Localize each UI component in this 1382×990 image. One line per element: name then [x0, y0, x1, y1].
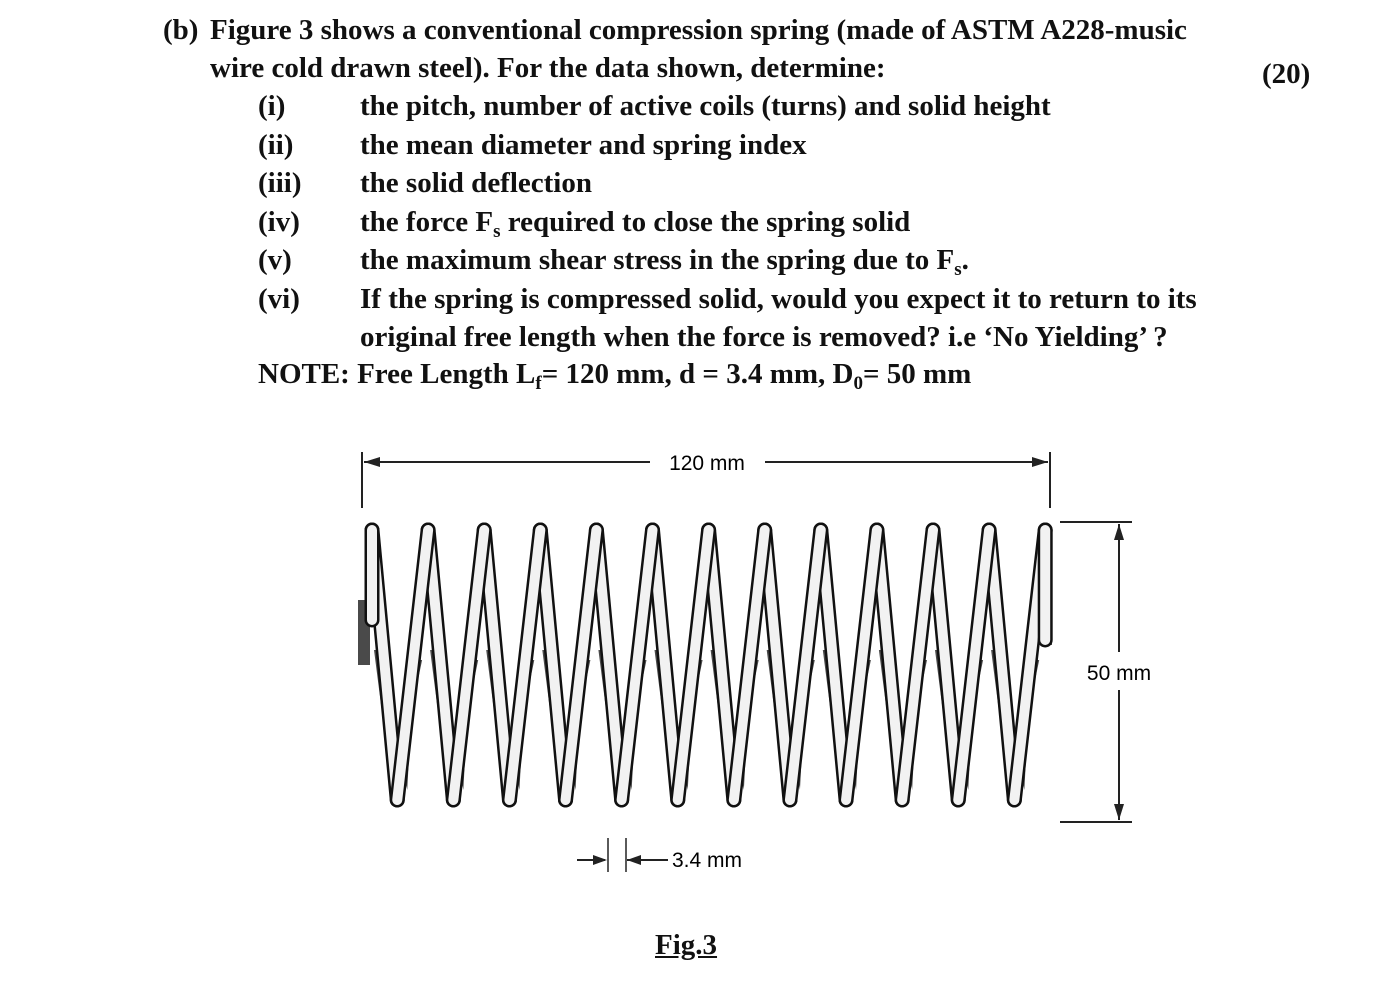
item-text: the solid deflection — [360, 166, 592, 200]
coil-wire — [841, 525, 882, 805]
item-text: If the spring is compressed solid, would… — [360, 282, 1197, 316]
text-run: . — [961, 244, 969, 276]
item-label: (vi) — [258, 282, 300, 315]
item-label: (i) — [258, 90, 286, 122]
item-text: the mean diameter and spring index — [360, 128, 807, 162]
diameter-label: 50 mm — [1087, 662, 1151, 685]
coil-wire — [560, 525, 602, 805]
coil-wire — [728, 525, 770, 805]
arrow-head — [1114, 804, 1124, 820]
coil-wire — [504, 525, 546, 805]
text-run: the solid deflection — [360, 167, 592, 199]
length-label: 120 mm — [669, 452, 745, 475]
coil-wire — [479, 525, 515, 805]
coil-wire — [984, 525, 1020, 805]
coil-wire — [897, 525, 938, 805]
coil-wire — [672, 525, 714, 805]
spring-drawing — [358, 522, 1053, 808]
wire-label: 3.4 mm — [672, 849, 742, 872]
intro-line: wire cold drawn steel). For the data sho… — [210, 52, 886, 84]
coil-wire — [535, 525, 571, 805]
question-label: (b) — [163, 14, 199, 46]
coil-wire — [953, 525, 995, 805]
coil-wire — [423, 525, 459, 805]
item-label: (iv) — [258, 205, 300, 238]
item-text: the maximum shear stress in the spring d… — [360, 243, 969, 287]
text-run: NOTE: Free Length L — [258, 357, 536, 390]
intro-line: Figure 3 shows a conventional compressio… — [210, 14, 1187, 46]
item-label: (ii) — [258, 128, 294, 161]
arrow-head — [593, 855, 607, 865]
item-label: (v) — [258, 244, 292, 276]
item-text: the force Fs required to close the sprin… — [360, 205, 910, 249]
note: NOTE: Free Length Lf= 120 mm, d = 3.4 mm… — [258, 357, 971, 401]
coil-wire — [784, 525, 826, 805]
coil-wire — [871, 525, 908, 805]
text-run: the mean diameter and spring index — [360, 128, 807, 161]
subscript: s — [493, 220, 501, 242]
arrow-head — [1032, 457, 1048, 467]
arrow-head — [364, 457, 380, 467]
text-run: original free length when the force is r… — [360, 321, 1168, 353]
item-label: (iii) — [258, 167, 302, 199]
text-run: If the spring is compressed solid, would… — [360, 282, 1197, 315]
coil-wire — [759, 525, 795, 805]
subscript: s — [954, 259, 962, 280]
item-text: the pitch, number of active coils (turns… — [360, 89, 1051, 123]
item-text: original free length when the force is r… — [360, 320, 1168, 354]
text-run: = 120 mm, d = 3.4 mm, D — [541, 357, 854, 390]
coil-wire — [703, 525, 739, 805]
text-run: required to close the spring solid — [500, 205, 911, 238]
text-run: = 50 mm — [862, 357, 972, 390]
coil-wire — [616, 525, 658, 805]
text-run: the maximum shear stress in the spring d… — [360, 244, 955, 276]
subscript: f — [535, 372, 542, 394]
coil-wire — [591, 525, 627, 805]
coil-wire — [392, 525, 434, 805]
coil-wire — [647, 525, 683, 805]
coil-wire — [815, 525, 852, 805]
subscript: 0 — [853, 372, 863, 394]
coil-wire — [928, 525, 964, 805]
coil-wire — [448, 525, 490, 805]
figure-caption: Fig.3 — [655, 929, 718, 961]
text-run: the pitch, number of active coils (turns… — [360, 90, 1051, 122]
marks: (20) — [1262, 58, 1311, 90]
arrow-head — [1114, 524, 1124, 540]
text-run: the force F — [360, 205, 494, 238]
